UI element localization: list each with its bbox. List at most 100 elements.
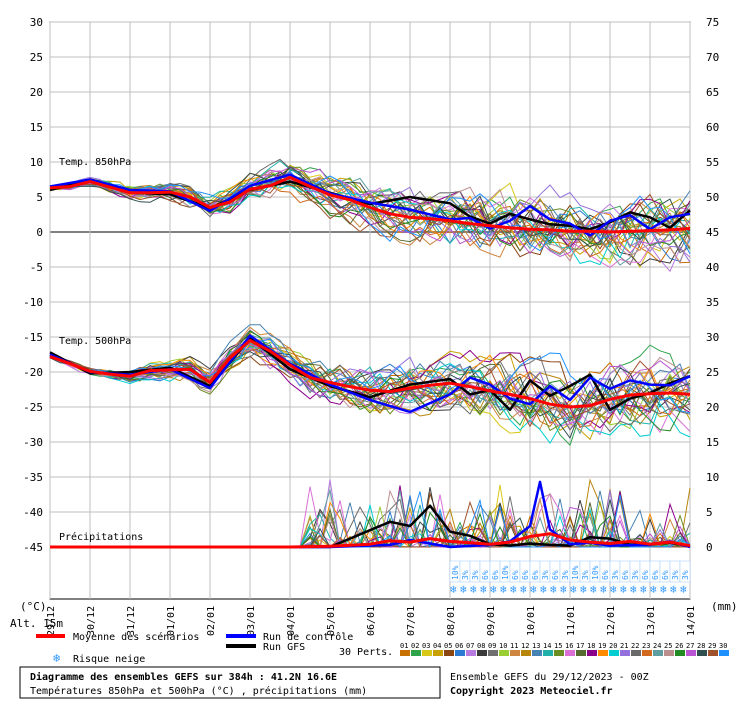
x-tick-label: 06/01 [366, 606, 377, 636]
y-right-tick: 25 [706, 366, 719, 379]
snowflake-icon: ❄ [600, 583, 607, 596]
mean-series-line [49, 175, 691, 234]
snowflake-icon: ❄ [670, 583, 677, 596]
footer-subtitle: Températures 850hPa et 500hPa (°C) , pré… [30, 685, 367, 697]
member-number: 25 [664, 642, 672, 650]
main-series [49, 173, 691, 549]
snowflake-icon: ❄ [460, 583, 467, 596]
member-color-swatch [642, 650, 652, 656]
member-color-swatch [653, 650, 663, 656]
y-left-tick: -10 [23, 296, 43, 309]
y-right-tick: 40 [706, 261, 719, 274]
y-left-tick: -45 [23, 541, 43, 554]
snowflake-icon: ❄ [650, 583, 657, 596]
member-color-swatch [565, 650, 575, 656]
y-left-tick: -5 [30, 261, 43, 274]
snow-risk-value: 3% [471, 570, 480, 580]
member-number: 30 [719, 642, 727, 650]
y-left-tick: 5 [36, 191, 43, 204]
x-tick-label: 14/01 [686, 606, 697, 636]
member-color-swatch [477, 650, 487, 656]
x-tick-label: 03/01 [246, 606, 257, 636]
member-color-swatch [719, 650, 729, 656]
snow-risk-value: 6% [601, 570, 610, 580]
member-color-swatch [686, 650, 696, 656]
member-number: 28 [697, 642, 705, 650]
member-number: 15 [554, 642, 562, 650]
label-temp-500: Temp. 500hPa [59, 336, 131, 347]
snow-risk-value: 6% [491, 570, 500, 580]
member-number: 09 [488, 642, 496, 650]
member-number: 29 [708, 642, 716, 650]
member-number: 23 [642, 642, 650, 650]
member-number: 11 [510, 642, 518, 650]
y-right-tick: 55 [706, 156, 719, 169]
snow-risk-value: 3% [681, 570, 690, 580]
member-color-swatch [422, 650, 432, 656]
member-number: 14 [543, 642, 551, 650]
snow-risk-value: 6% [641, 570, 650, 580]
snow-risk-value: 3% [671, 570, 680, 580]
member-color-swatch [576, 650, 586, 656]
snow-risk-value: 6% [551, 570, 560, 580]
member-number: 16 [565, 642, 573, 650]
snowflake-icon: ❄ [510, 583, 517, 596]
x-tick-label: 29/12 [46, 606, 57, 636]
snowflake-icon: ❄ [53, 651, 60, 665]
member-number: 22 [631, 642, 639, 650]
y-left-tick: -35 [23, 471, 43, 484]
y-right-tick: 35 [706, 296, 719, 309]
snowflake-icon: ❄ [630, 583, 637, 596]
member-color-swatch [433, 650, 443, 656]
snowflake-icon: ❄ [620, 583, 627, 596]
snow-risk-value: 10% [501, 565, 510, 580]
y-left-unit: (°C) [20, 600, 47, 613]
y-left-tick: 30 [30, 16, 43, 29]
x-tick-label: 01/01 [166, 606, 177, 636]
snowflake-icon: ❄ [520, 583, 527, 596]
snow-risk-value: 6% [481, 570, 490, 580]
member-number: 27 [686, 642, 694, 650]
snow-risk-value: 6% [661, 570, 670, 580]
member-color-swatch [631, 650, 641, 656]
member-number: 26 [675, 642, 683, 650]
x-tick-label: 05/01 [326, 606, 337, 636]
snowflake-icon: ❄ [580, 583, 587, 596]
y-right-tick: 20 [706, 401, 719, 414]
snow-risk-value: 10% [591, 565, 600, 580]
member-color-swatch [664, 650, 674, 656]
member-number: 02 [411, 642, 419, 650]
member-number: 06 [455, 642, 463, 650]
member-color-swatch [620, 650, 630, 656]
snow-risk-value: 6% [621, 570, 630, 580]
x-tick-label: 13/01 [646, 606, 657, 636]
mean-series-line [50, 532, 691, 549]
member-number: 21 [620, 642, 628, 650]
snowflake-icon: ❄ [660, 583, 667, 596]
legend: Moyenne des scénarios Run de contrôle Ru… [36, 631, 729, 665]
y-right-tick: 45 [706, 226, 719, 239]
member-color-swatch [675, 650, 685, 656]
snow-risk-value: 6% [531, 570, 540, 580]
snow-risk-value: 3% [541, 570, 550, 580]
snowflake-icon: ❄ [590, 583, 597, 596]
member-color-swatch [532, 650, 542, 656]
y-right-tick: 75 [706, 16, 719, 29]
member-number: 05 [444, 642, 452, 650]
y-right-tick: 70 [706, 51, 719, 64]
label-temp-850: Temp. 850hPa [59, 157, 131, 168]
label-precip: Précipitations [59, 531, 143, 543]
member-color-swatch [411, 650, 421, 656]
y-left-tick: -40 [23, 506, 43, 519]
member-color-swatch [499, 650, 509, 656]
footer-run: Ensemble GEFS du 29/12/2023 - 00Z [450, 672, 649, 683]
x-tick-label: 31/12 [126, 606, 137, 636]
y-left-tick: -15 [23, 331, 43, 344]
member-number: 01 [400, 642, 408, 650]
member-number: 24 [653, 642, 661, 650]
member-number: 13 [532, 642, 540, 650]
y-right-tick: 15 [706, 436, 719, 449]
y-right-tick: 50 [706, 191, 719, 204]
